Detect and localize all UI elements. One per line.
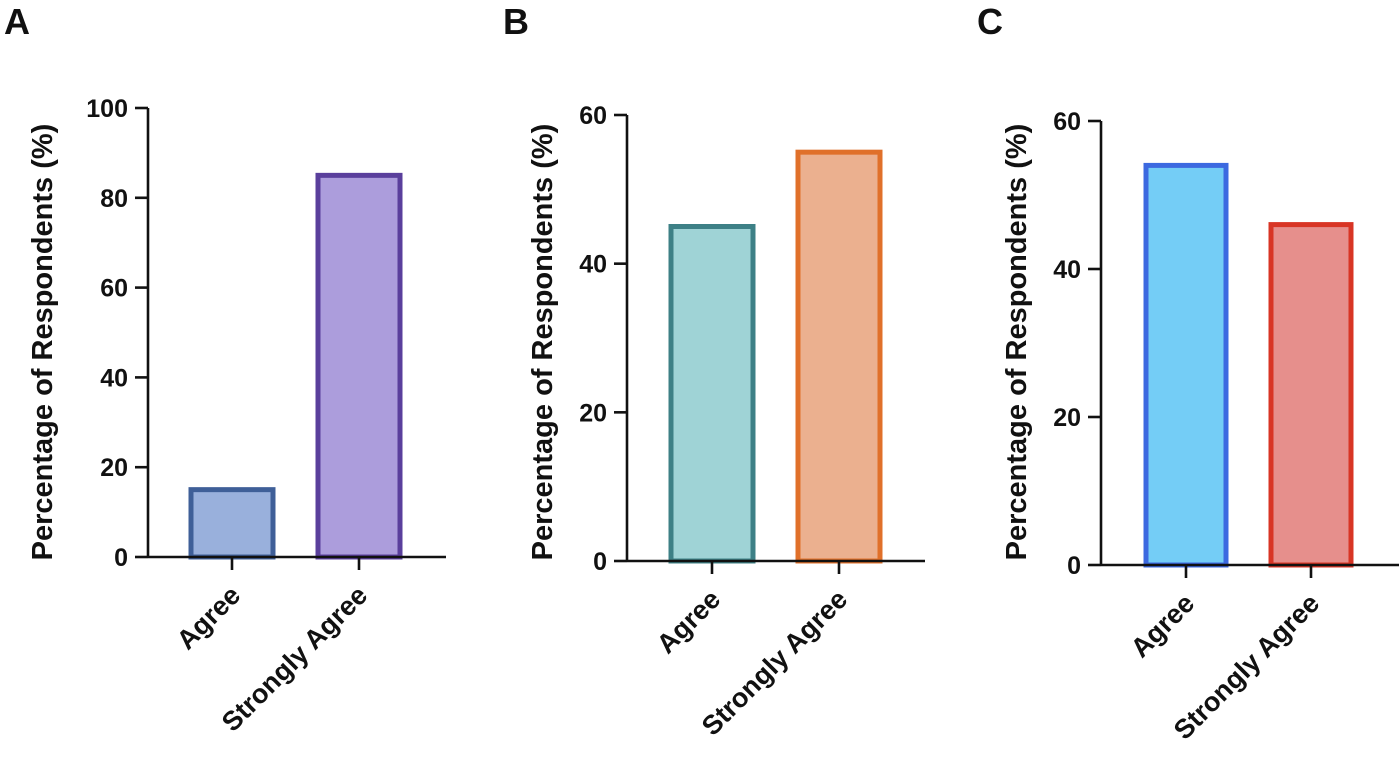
panel-c: C Percentage of Respondents (%) 0 20 40 60 A… [977, 1, 1399, 745]
panel-a-y-tick-label: 80 [100, 185, 128, 213]
panel-a-x-tick-label-agree: Agree [171, 580, 246, 655]
panel-c-x-tick-label-agree: Agree [1125, 588, 1200, 663]
panel-a-y-tick-label: 100 [86, 95, 128, 123]
panel-c-bar-strongly-agree [1268, 222, 1354, 568]
panel-a-y-tick-label: 20 [100, 454, 128, 482]
panel-a-y-axis-label: Percentage of Respondents (%) [27, 124, 59, 561]
panel-a: A Percentage of Respondents (%) 0 20 40 60 8… [4, 1, 446, 737]
panel-c-y-tick-label: 0 [1067, 552, 1081, 580]
panel-b-y-tick-label: 0 [593, 548, 607, 576]
panel-c-bar-agree [1143, 162, 1229, 568]
panel-b: B Percentage of Respondents (%) 0 20 40 60 A… [503, 1, 925, 741]
panel-a-y-tick-label: 60 [100, 275, 128, 303]
panel-a-y-tick-label: 0 [114, 544, 128, 572]
panel-a-bar-agree [188, 487, 276, 560]
panel-b-y-tick-label: 40 [579, 251, 607, 279]
panel-b-bar-agree [668, 224, 756, 564]
panel-a-y-tick-label: 40 [100, 364, 128, 392]
panel-c-y-tick-label: 60 [1053, 108, 1081, 136]
panel-c-y-axis-label: Percentage of Respondents (%) [1001, 124, 1033, 561]
panel-c-y-tick-label: 20 [1053, 404, 1081, 432]
panel-b-y-axis-label: Percentage of Respondents (%) [527, 124, 559, 561]
panel-a-bar-strongly-agree [315, 172, 403, 560]
panel-b-bar-strongly-agree [795, 149, 883, 564]
panel-c-letter: C [977, 1, 1003, 42]
panel-b-x-tick-label-agree: Agree [651, 584, 726, 659]
panel-b-y-tick-label: 60 [579, 102, 607, 130]
panel-b-letter: B [503, 1, 529, 42]
panel-b-y-tick-label: 20 [579, 399, 607, 427]
panel-a-letter: A [4, 1, 30, 42]
panel-c-y-tick-label: 40 [1053, 256, 1081, 284]
